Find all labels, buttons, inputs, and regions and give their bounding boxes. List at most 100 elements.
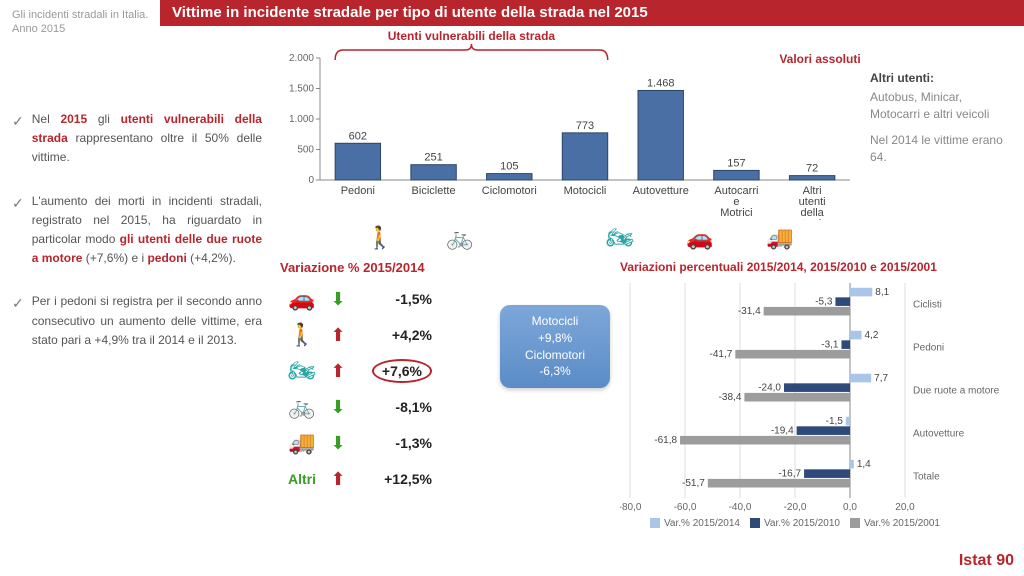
variation-value: +7,6% bbox=[352, 363, 432, 379]
svg-text:Motocicli: Motocicli bbox=[564, 185, 607, 197]
check-icon: ✓ bbox=[12, 110, 24, 168]
header-title: Vittime in incidente stradale per tipo d… bbox=[160, 0, 1024, 26]
truck-icon: 🚚 bbox=[280, 430, 324, 456]
arrow-down-icon: ⬇ bbox=[324, 397, 352, 418]
arrow-down-icon: ⬇ bbox=[324, 433, 352, 454]
svg-text:-19,4: -19,4 bbox=[771, 426, 794, 437]
callout-line: +9,8% bbox=[506, 330, 604, 347]
svg-text:Var.% 2015/2010: Var.% 2015/2010 bbox=[764, 518, 840, 529]
hbars-section: Variazioni percentuali 2015/2014, 2015/2… bbox=[620, 260, 1015, 541]
svg-text:Ciclisti: Ciclisti bbox=[913, 300, 942, 311]
svg-text:-20,0: -20,0 bbox=[784, 502, 807, 513]
svg-text:-80,0: -80,0 bbox=[620, 502, 642, 513]
arrow-up-icon: ⬆ bbox=[324, 325, 352, 346]
svg-text:1.468: 1.468 bbox=[647, 77, 675, 89]
svg-text:Utenti vulnerabili della strad: Utenti vulnerabili della strada bbox=[388, 30, 556, 43]
bicycle-icon: 🚲 bbox=[420, 225, 500, 255]
check-icon: ✓ bbox=[12, 192, 24, 269]
right-note-head: Altri utenti: bbox=[870, 70, 1015, 87]
right-note: Altri utenti: Autobus, Minicar, Motocarr… bbox=[870, 70, 1015, 166]
svg-text:773: 773 bbox=[576, 120, 594, 132]
svg-text:Totale: Totale bbox=[913, 472, 940, 483]
svg-text:Valori assoluti: Valori assoluti bbox=[779, 52, 860, 66]
right-note-body: Autobus, Minicar, Motocarri e altri veic… bbox=[870, 89, 1015, 123]
svg-text:Pedoni: Pedoni bbox=[341, 185, 375, 197]
hbars-title: Variazioni percentuali 2015/2014, 2015/2… bbox=[620, 260, 1015, 274]
svg-text:Biciclette: Biciclette bbox=[412, 185, 456, 197]
svg-text:2.000: 2.000 bbox=[289, 53, 314, 64]
arrow-up-icon: ⬆ bbox=[324, 361, 352, 382]
svg-text:Var.% 2015/2001: Var.% 2015/2001 bbox=[864, 518, 940, 529]
callout-line: -6,3% bbox=[506, 363, 604, 380]
svg-text:Autovetture: Autovetture bbox=[633, 185, 689, 197]
svg-text:4,2: 4,2 bbox=[865, 330, 879, 341]
svg-text:0: 0 bbox=[308, 175, 314, 186]
svg-text:-24,0: -24,0 bbox=[758, 383, 781, 394]
svg-text:-31,4: -31,4 bbox=[738, 306, 761, 317]
svg-text:Due ruote a motore: Due ruote a motore bbox=[913, 386, 1000, 397]
svg-text:-60,0: -60,0 bbox=[674, 502, 697, 513]
svg-text:-5,3: -5,3 bbox=[815, 297, 833, 308]
bullet-text: L'aumento dei morti in incidenti stradal… bbox=[32, 192, 262, 269]
bicycle-icon: 🚲 bbox=[280, 394, 324, 420]
svg-text:-3,1: -3,1 bbox=[821, 340, 839, 351]
svg-text:Pedoni: Pedoni bbox=[913, 343, 944, 354]
icons-row: 🚶🚲 🏍🚗🚚 bbox=[340, 225, 840, 255]
variation-row: 🚲⬇-8,1% bbox=[280, 389, 590, 425]
svg-text:-16,7: -16,7 bbox=[778, 469, 801, 480]
svg-text:602: 602 bbox=[349, 130, 367, 142]
svg-text:-1,5: -1,5 bbox=[826, 416, 844, 427]
svg-text:1.500: 1.500 bbox=[289, 84, 314, 95]
arrow-up-icon: ⬆ bbox=[324, 469, 352, 490]
car-icon: 🚗 bbox=[280, 286, 324, 312]
svg-text:157: 157 bbox=[727, 157, 745, 169]
svg-text:7,7: 7,7 bbox=[874, 373, 888, 384]
bar-chart: 0 500 1.000 1.500 2.000 602 Pedoni 251 Biciclett… bbox=[280, 30, 860, 220]
callout-bubble: Motocicli+9,8%Ciclomotori-6,3% bbox=[500, 305, 610, 388]
motorcycle-icon: 🏍 bbox=[280, 358, 324, 384]
svg-text:Var.% 2015/2014: Var.% 2015/2014 bbox=[664, 518, 740, 529]
svg-text:20,0: 20,0 bbox=[895, 502, 915, 513]
spacer bbox=[500, 225, 580, 255]
variation-row: 🚚⬇-1,3% bbox=[280, 425, 590, 461]
svg-text:1.000: 1.000 bbox=[289, 114, 314, 125]
bullet-item: ✓Per i pedoni si registra per il secondo… bbox=[12, 292, 262, 350]
callout-line: Ciclomotori bbox=[506, 347, 604, 364]
svg-text:Autovetture: Autovetture bbox=[913, 429, 965, 440]
variation-title: Variazione % 2015/2014 bbox=[280, 260, 590, 275]
variation-value: -8,1% bbox=[352, 399, 432, 415]
svg-text:1,4: 1,4 bbox=[857, 459, 871, 470]
svg-text:-51,7: -51,7 bbox=[682, 478, 705, 489]
svg-text:strada: strada bbox=[797, 218, 828, 220]
motorcycle-icon: 🏍 bbox=[580, 225, 660, 255]
svg-text:-38,4: -38,4 bbox=[719, 392, 742, 403]
bullet-item: ✓Nel 2015 gli utenti vulnerabili della s… bbox=[12, 110, 262, 168]
bullet-text: Per i pedoni si registra per il secondo … bbox=[32, 292, 262, 350]
svg-text:Motrici: Motrici bbox=[720, 207, 752, 219]
bullet-list: ✓Nel 2015 gli utenti vulnerabili della s… bbox=[12, 110, 262, 374]
bullet-text: Nel 2015 gli utenti vulnerabili della st… bbox=[32, 110, 262, 168]
right-note-foot: Nel 2014 le vittime erano 64. bbox=[870, 132, 1015, 166]
truck-icon: 🚚 bbox=[740, 225, 820, 255]
svg-text:-61,8: -61,8 bbox=[654, 435, 677, 446]
header-subtitle: Gli incidenti stradali in Italia. Anno 2… bbox=[12, 8, 152, 37]
svg-text:0,0: 0,0 bbox=[843, 502, 857, 513]
pedestrian-icon: 🚶 bbox=[340, 225, 420, 255]
variation-value: -1,3% bbox=[352, 435, 432, 451]
svg-text:-41,7: -41,7 bbox=[710, 349, 733, 360]
car-icon: 🚗 bbox=[660, 225, 740, 255]
svg-text:8,1: 8,1 bbox=[875, 287, 889, 298]
svg-text:500: 500 bbox=[297, 145, 314, 156]
svg-text:72: 72 bbox=[806, 163, 818, 175]
variation-value: +4,2% bbox=[352, 327, 432, 343]
check-icon: ✓ bbox=[12, 292, 24, 350]
svg-text:105: 105 bbox=[500, 161, 518, 173]
logo: Istat 90 bbox=[959, 552, 1014, 570]
bullet-item: ✓L'aumento dei morti in incidenti strada… bbox=[12, 192, 262, 269]
svg-text:-40,0: -40,0 bbox=[729, 502, 752, 513]
pedestrian-icon: 🚶 bbox=[280, 322, 324, 348]
variation-value: +12,5% bbox=[352, 471, 432, 487]
callout-line: Motocicli bbox=[506, 313, 604, 330]
svg-text:Ciclomotori: Ciclomotori bbox=[482, 185, 537, 197]
svg-text:251: 251 bbox=[424, 152, 442, 164]
